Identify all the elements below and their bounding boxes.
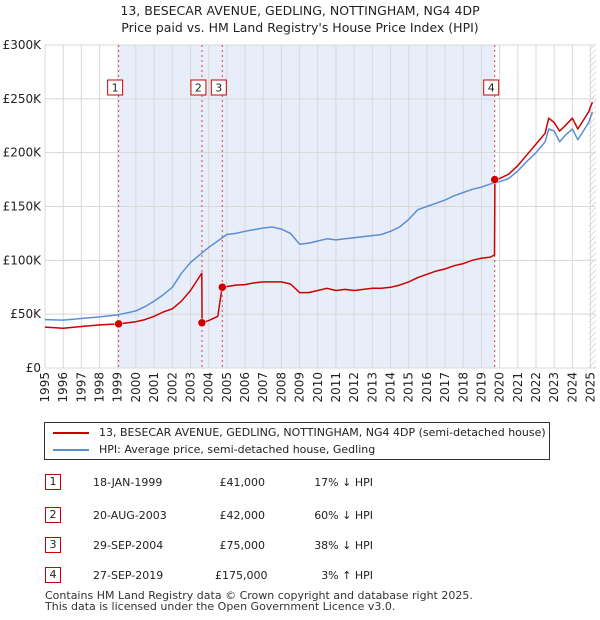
legend-swatch-property	[53, 432, 89, 434]
transaction-hpi-change: 3% ↑ HPI	[321, 569, 373, 582]
y-tick-label: £250K	[3, 92, 43, 106]
transaction-price: £41,000	[219, 476, 266, 489]
transaction-date: 18-JAN-1999	[93, 476, 163, 489]
transaction-box	[190, 79, 207, 96]
x-tick-label: 2022	[529, 372, 543, 403]
transaction-row-1: 1 18-JAN-1999 £41,000 17% ↓ HPI	[45, 470, 590, 496]
chart-legend: 13, BESECAR AVENUE, GEDLING, NOTTINGHAM,…	[44, 422, 550, 460]
transaction-row-4: 4 27-SEP-2019 £175,000 3% ↑ HPI	[45, 563, 590, 589]
y-tick-label: £50K	[10, 307, 42, 321]
x-tick-label: 2019	[474, 372, 488, 403]
x-tick-label: 2005	[220, 372, 234, 403]
x-tick-label: 2003	[183, 372, 197, 403]
transaction-badge: 1	[45, 474, 61, 490]
price-chart: £0 £50K £100K £150K £200K £250K £300K 1995 1996 1…	[3, 38, 598, 403]
chart-title: 13, BESECAR AVENUE, GEDLING, NOTTINGHAM,…	[120, 3, 480, 18]
transaction-price: £75,000	[219, 539, 266, 552]
transaction-date: 27-SEP-2019	[93, 569, 164, 582]
transaction-hpi-change: 38% ↓ HPI	[314, 539, 373, 552]
transaction-row-2: 2 20-AUG-2003 £42,000 60% ↓ HPI	[45, 503, 590, 529]
hpi-series-line	[44, 111, 594, 321]
transaction-box	[483, 79, 500, 96]
x-tick-label: 1995	[38, 372, 52, 403]
x-tick-label: 2009	[293, 372, 307, 403]
x-tick-label: 2017	[438, 372, 452, 403]
transaction-hpi-change: 17% ↓ HPI	[314, 476, 373, 489]
x-tick-label: 2016	[420, 372, 434, 403]
transaction-box	[107, 79, 124, 96]
y-tick-label: £200K	[3, 146, 43, 160]
x-tick-label: 2001	[147, 372, 161, 403]
x-tick-label: 2004	[202, 372, 216, 403]
x-tick-label: 2020	[493, 372, 507, 403]
property-series-line	[44, 101, 594, 329]
transaction-badge: 3	[45, 537, 61, 553]
transaction-point	[114, 319, 123, 329]
x-tick-label: 2015	[402, 372, 416, 403]
x-tick-label: 2007	[256, 372, 270, 403]
transaction-point	[490, 175, 499, 184]
x-tick-label: 1999	[111, 372, 125, 403]
transaction-price: £42,000	[219, 509, 266, 522]
x-tick-label: 2000	[129, 372, 143, 403]
x-tick-label: 1998	[93, 372, 107, 403]
chart-title-block: 13, BESECAR AVENUE, GEDLING, NOTTINGHAM,…	[0, 2, 600, 36]
x-tick-label: 2011	[329, 372, 343, 403]
x-tick-label: 2012	[347, 372, 361, 403]
x-tick-label: 2002	[165, 372, 179, 403]
x-tick-label: 2025	[584, 372, 598, 403]
footer-licence: This data is licensed under the Open Gov…	[45, 600, 396, 613]
x-tick-label: 2013	[365, 372, 379, 403]
x-tick-label: 2010	[311, 372, 325, 403]
x-tick-label: 2021	[511, 372, 525, 403]
x-tick-label: 2024	[565, 372, 579, 403]
y-tick-label: £100K	[3, 253, 43, 267]
transaction-box	[210, 79, 227, 96]
transaction-date: 29-SEP-2004	[93, 539, 164, 552]
x-tick-label: 1996	[56, 372, 70, 403]
transaction-hpi-change: 60% ↓ HPI	[314, 509, 373, 522]
y-tick-label: £300K	[3, 38, 43, 52]
footer-copyright: Contains HM Land Registry data © Crown c…	[45, 589, 473, 602]
transaction-date: 20-AUG-2003	[93, 509, 167, 522]
chart-subtitle: Price paid vs. HM Land Registry's House …	[121, 20, 479, 35]
transaction-badge: 4	[45, 567, 61, 583]
y-tick-label: £150K	[3, 200, 43, 214]
x-tick-label: 1997	[74, 372, 88, 403]
x-tick-label: 2014	[384, 372, 398, 403]
transaction-box-label: 2	[195, 82, 202, 95]
transaction-row-3: 3 29-SEP-2004 £75,000 38% ↓ HPI	[45, 533, 590, 559]
transaction-box-label: 4	[488, 82, 495, 95]
footer: Contains HM Land Registry data © Crown c…	[45, 590, 473, 612]
transaction-point	[218, 283, 227, 292]
x-tick-label: 2023	[547, 372, 561, 403]
transaction-price: £175,000	[215, 569, 268, 582]
x-tick-label: 2018	[456, 372, 470, 403]
legend-label-property: 13, BESECAR AVENUE, GEDLING, NOTTINGHAM,…	[99, 426, 546, 439]
transaction-badge: 2	[45, 507, 61, 523]
y-tick-label: £0	[26, 361, 41, 375]
x-tick-label: 2008	[274, 372, 288, 403]
transaction-box-label: 1	[112, 82, 119, 95]
x-tick-label: 2006	[238, 372, 252, 403]
transaction-point	[197, 318, 207, 328]
legend-label-hpi: HPI: Average price, semi-detached house,…	[99, 443, 376, 456]
transaction-box-label: 3	[215, 82, 222, 95]
legend-swatch-hpi	[53, 449, 89, 451]
